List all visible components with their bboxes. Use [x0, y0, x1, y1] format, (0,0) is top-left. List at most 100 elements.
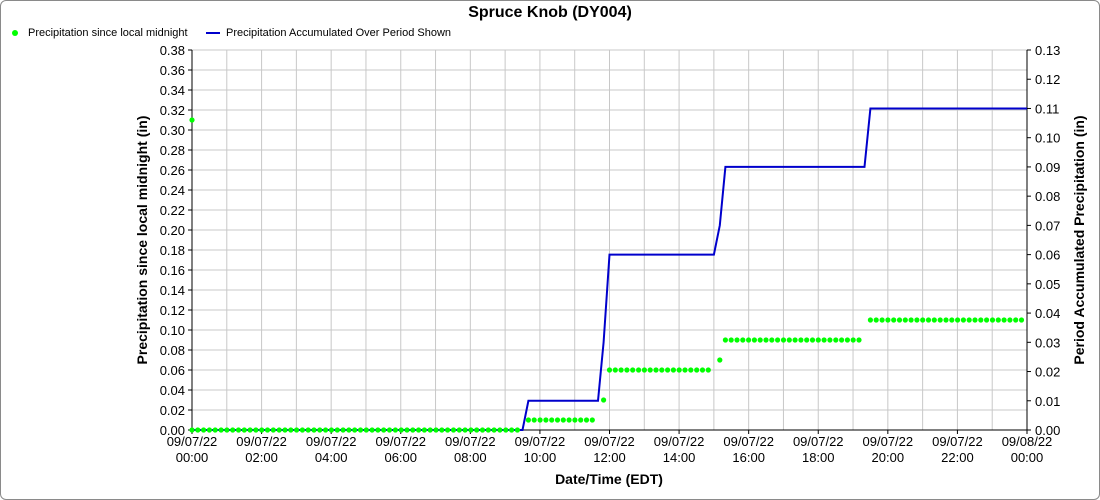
x-tick-date: 09/07/22 [167, 434, 218, 449]
data-point [509, 427, 515, 433]
data-point [815, 337, 821, 343]
x-tick-time: 22:00 [941, 450, 974, 465]
data-point [404, 427, 410, 433]
y2-tick-label: 0.06 [1035, 248, 1060, 263]
data-point [763, 337, 769, 343]
data-point [352, 427, 358, 433]
legend-marker-green-dot [12, 30, 18, 36]
x-tick-date: 09/07/22 [793, 434, 844, 449]
data-point [647, 367, 653, 373]
y-tick-label: 0.18 [160, 243, 185, 258]
accumulated-precip-line [192, 107, 1027, 431]
x-tick-time: 02:00 [245, 450, 278, 465]
data-point [235, 427, 242, 433]
data-point [560, 417, 566, 423]
legend-label: Precipitation since local midnight [28, 27, 188, 39]
data-point [636, 367, 642, 373]
data-point [601, 397, 607, 403]
legend-item-period-accumulated: Precipitation Accumulated Over Period Sh… [206, 27, 451, 39]
y-tick-label: 0.16 [160, 263, 185, 278]
x-tick-time: 12:00 [593, 450, 626, 465]
data-point [920, 317, 926, 323]
data-point [392, 427, 398, 433]
data-point [891, 317, 897, 323]
data-point [386, 427, 393, 433]
data-point [212, 427, 218, 433]
data-point [299, 427, 305, 433]
data-point [259, 427, 265, 433]
data-point [201, 427, 207, 433]
x-tick-time: 14:00 [663, 450, 696, 465]
data-point [867, 317, 874, 323]
data-point [1001, 317, 1007, 323]
data-point [189, 427, 195, 433]
data-point [943, 317, 949, 323]
data-point [195, 427, 201, 433]
data-point [821, 337, 827, 343]
y2-tick-label: 0.07 [1035, 218, 1060, 233]
data-point [688, 367, 694, 373]
x-tick-time: 16:00 [732, 450, 765, 465]
data-point [925, 317, 932, 323]
data-point [653, 367, 659, 373]
data-point [230, 427, 236, 433]
data-point [433, 427, 439, 433]
data-point [421, 427, 427, 433]
data-point [937, 317, 943, 323]
x-tick-time: 04:00 [315, 450, 348, 465]
data-point [804, 337, 810, 343]
data-point [873, 317, 879, 323]
data-point [751, 337, 758, 343]
data-point [699, 367, 706, 373]
data-point [1013, 317, 1019, 323]
data-point [989, 317, 996, 323]
data-point [670, 367, 677, 373]
data-point [665, 367, 671, 373]
data-point [340, 427, 346, 433]
x-tick-date: 09/07/22 [236, 434, 287, 449]
y-tick-label: 0.20 [160, 223, 185, 238]
data-point [676, 367, 682, 373]
data-point [543, 417, 549, 423]
chart-title: Spruce Knob (DY004) [468, 4, 632, 21]
data-point [398, 427, 404, 433]
data-point [334, 427, 340, 433]
x-tick-date: 09/07/22 [654, 434, 705, 449]
x-tick-date: 09/07/22 [306, 434, 357, 449]
y-tick-label: 0.04 [160, 383, 185, 398]
legend-marker-blue-line [206, 32, 220, 34]
y2-tick-label: 0.03 [1035, 335, 1060, 350]
data-point [1018, 317, 1025, 323]
y2-tick-label: 0.00 [1035, 423, 1060, 438]
data-point [978, 317, 984, 323]
y2-tick-label: 0.08 [1035, 189, 1060, 204]
data-point [276, 427, 282, 433]
data-point [241, 427, 247, 433]
y2-tick-label: 0.13 [1035, 43, 1060, 58]
x-tick-time: 00:00 [176, 450, 209, 465]
data-point [189, 117, 195, 123]
grid [191, 49, 1028, 431]
x-tick-date: 09/07/22 [515, 434, 566, 449]
y-tick-label: 0.34 [160, 83, 185, 98]
data-point [908, 317, 914, 323]
data-point [224, 427, 230, 433]
data-point [572, 417, 578, 423]
data-point [311, 427, 317, 433]
y-tick-label: 0.32 [160, 103, 185, 118]
data-point [740, 337, 746, 343]
data-point [624, 367, 630, 373]
data-point [375, 427, 381, 433]
y-tick-label: 0.00 [160, 423, 185, 438]
y2-tick-label: 0.04 [1035, 306, 1060, 321]
data-point [879, 317, 885, 323]
x-tick-date: 09/07/22 [723, 434, 774, 449]
data-point [775, 337, 781, 343]
data-point [786, 337, 792, 343]
x-tick-date: 09/07/22 [375, 434, 426, 449]
y-tick-label: 0.38 [160, 43, 185, 58]
data-point [323, 427, 329, 433]
y2-tick-label: 0.12 [1035, 72, 1060, 87]
y-tick-label: 0.08 [160, 343, 185, 358]
data-point [955, 317, 961, 323]
